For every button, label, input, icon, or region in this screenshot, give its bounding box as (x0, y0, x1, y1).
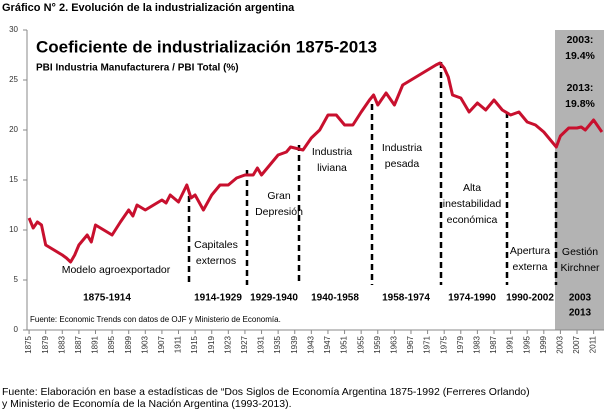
annotation: inestabilidad (443, 198, 502, 210)
x-tick-label: 1979 (456, 335, 465, 353)
x-tick-label: 2011 (589, 335, 598, 353)
x-tick-label: 1895 (107, 335, 116, 353)
period-label: 1940-1958 (311, 293, 359, 304)
shaded-period (555, 30, 604, 330)
annotation: 19.4% (565, 50, 595, 62)
annotation: externa (512, 261, 547, 273)
x-tick-label: 1939 (290, 335, 299, 353)
annotation: pesada (385, 158, 420, 170)
annotation: Apertura (510, 245, 550, 257)
annotation: externos (196, 255, 236, 267)
annotation: Alta (463, 182, 481, 194)
x-tick-label: 1999 (539, 335, 548, 353)
x-tick-label: 1991 (506, 335, 515, 353)
y-tick-label: 15 (9, 175, 18, 184)
period-label: 1929-1940 (250, 293, 298, 304)
header: Gráfico N° 2. Evolución de la industrial… (2, 2, 295, 14)
annotation: Industria (382, 142, 422, 154)
x-tick-label: 1947 (323, 335, 332, 353)
annotation: Capitales (194, 239, 238, 251)
annotation: 19.8% (565, 98, 595, 110)
x-tick-label: 1967 (406, 335, 415, 353)
data-line (27, 61, 604, 264)
note: Fuente: Economic Trends con datos de OJF… (30, 315, 281, 324)
x-tick-label: 1907 (157, 335, 166, 353)
period-label: 1875-1914 (83, 293, 131, 304)
x-tick-label: 1923 (223, 335, 232, 353)
annotation: Gestión (562, 246, 598, 258)
dividers (187, 62, 558, 285)
x-tick-label: 1931 (257, 335, 266, 353)
x-tick-label: 1971 (423, 335, 432, 353)
x-tick-label: 1955 (356, 335, 365, 353)
annotation: 2013: (567, 82, 594, 94)
annotation: 2003: (567, 34, 594, 46)
x-tick-label: 1959 (373, 335, 382, 353)
x-tick-label: 1887 (74, 335, 83, 353)
y-tick-label: 30 (9, 25, 18, 34)
x-tick-label: 2003 (556, 335, 565, 353)
x-tick-label: 1927 (240, 335, 249, 353)
x-tick-label: 1919 (207, 335, 216, 353)
x-tick-label: 1975 (439, 335, 448, 353)
x-tick-label: 1879 (41, 335, 50, 353)
footer: y Ministerio de Economía de la Nación Ar… (2, 398, 292, 410)
annotation: económica (447, 214, 498, 226)
period-label: 2003 (569, 293, 592, 304)
period-label: 2013 (569, 308, 592, 319)
annotation: Depresión (255, 206, 303, 218)
y-tick-label: 20 (9, 125, 18, 134)
x-tick-label: 2007 (572, 335, 581, 353)
annotation: Industria (312, 146, 352, 158)
x-tick-label: 1935 (273, 335, 282, 353)
y-tick-label: 10 (9, 225, 18, 234)
x-tick-label: 1951 (340, 335, 349, 353)
annotation: Modelo agroexportador (62, 264, 171, 276)
chart-subtitle: PBI Industria Manufacturera / PBI Total … (36, 63, 239, 74)
annotation: Kirchner (560, 262, 600, 274)
x-tick-label: 1987 (489, 335, 498, 353)
x-tick-label: 1995 (522, 335, 531, 353)
x-tick-label: 1943 (306, 335, 315, 353)
y-tick-label: 0 (14, 325, 19, 334)
x-tick-label: 1883 (57, 335, 66, 353)
x-tick-label: 1963 (389, 335, 398, 353)
x-tick-label: 1983 (473, 335, 482, 353)
y-tick-label: 25 (9, 75, 18, 84)
period-label: 1990-2002 (506, 293, 554, 304)
period-label: 1958-1974 (382, 293, 430, 304)
x-tick-label: 1875 (24, 335, 33, 353)
y-tick-label: 5 (14, 275, 19, 284)
x-tick-label: 1915 (190, 335, 199, 353)
period-label: 1974-1990 (448, 293, 496, 304)
x-tick-label: 1891 (91, 335, 100, 353)
chart-title: Coeficiente de industrialización 1875-20… (36, 37, 377, 56)
footer: Fuente: Elaboración en base a estadístic… (2, 386, 530, 398)
annotation: Gran (267, 190, 291, 202)
period-label: 1914-1929 (194, 293, 242, 304)
x-tick-label: 1911 (174, 335, 183, 353)
x-tick-label: 1903 (140, 335, 149, 353)
annotation: liviana (317, 162, 347, 174)
x-tick-label: 1899 (124, 335, 133, 353)
